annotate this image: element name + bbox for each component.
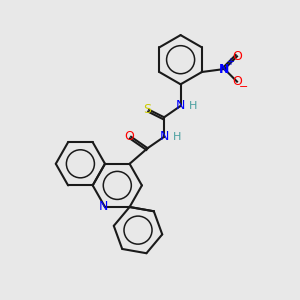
Text: N: N bbox=[159, 130, 169, 143]
Text: N: N bbox=[176, 99, 185, 112]
Text: H: H bbox=[172, 132, 181, 142]
Text: O: O bbox=[232, 50, 242, 63]
Text: O: O bbox=[232, 75, 242, 88]
Text: N: N bbox=[219, 62, 230, 76]
Text: −: − bbox=[239, 82, 248, 92]
Text: +: + bbox=[226, 57, 234, 68]
Text: N: N bbox=[99, 200, 108, 214]
Text: O: O bbox=[125, 130, 134, 143]
Text: H: H bbox=[189, 101, 197, 111]
Text: S: S bbox=[144, 103, 152, 116]
